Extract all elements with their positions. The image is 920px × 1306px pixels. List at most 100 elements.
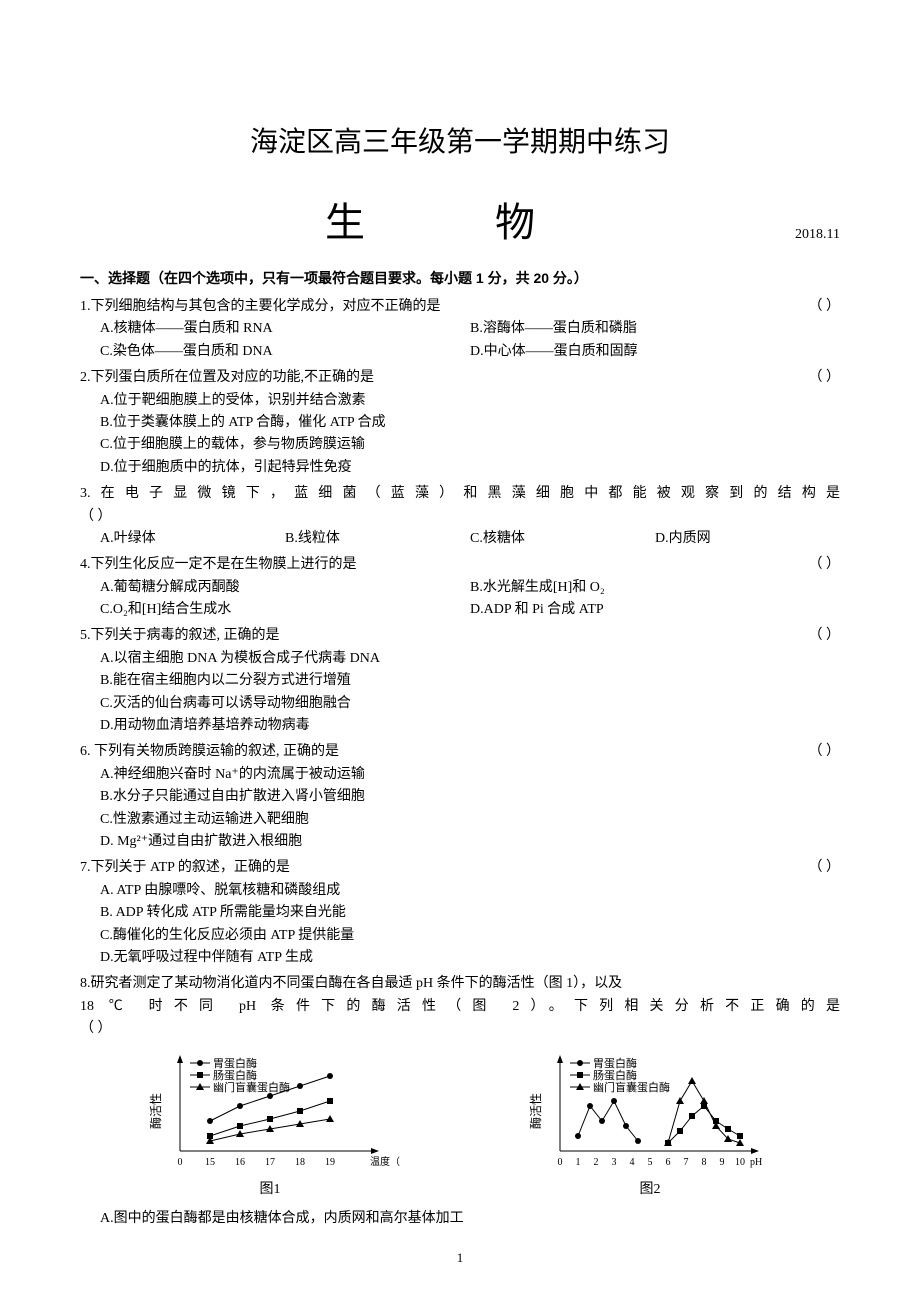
legend-label: 胃蛋白酶	[593, 1056, 637, 1070]
legend-label: 肠蛋白酶	[213, 1068, 257, 1082]
option-c: C.染色体——蛋白质和 DNA	[100, 341, 470, 363]
answer-blank: （ ）	[809, 367, 841, 389]
question-stem: 6. 下列有关物质跨膜运输的叙述, 正确的是	[80, 741, 799, 763]
option-a: A.神经细胞兴奋时 Na⁺的内流属于被动运输	[100, 764, 840, 786]
chart-1-caption: 图1	[140, 1178, 400, 1198]
x-tick-label: 3	[612, 1157, 617, 1168]
answer-blank: （ ）	[80, 1018, 840, 1040]
subject-row: 生 物 2018.11	[80, 190, 840, 248]
question-4: 4.下列生化反应一定不是在生物膜上进行的是（ ）A.葡萄糖分解成丙酮酸B.水光解…	[80, 554, 840, 621]
chart-1: 胃蛋白酶肠蛋白酶幽门盲囊蛋白酶酶活性01516171819温度（℃）	[140, 1051, 400, 1171]
y-axis-label: 酶活性	[528, 1092, 543, 1128]
option-c: C.核糖体	[470, 528, 655, 550]
questions-container: 1.下列细胞结构与其包含的主要化学成分，对应不正确的是（ ）A.核糖体——蛋白质…	[80, 296, 840, 1041]
question-8: 8.研究者测定了某动物消化道内不同蛋白酶在各自最适 pH 条件下的酶活性（图 1…	[80, 973, 840, 1040]
question-stem: 4.下列生化反应一定不是在生物膜上进行的是	[80, 554, 799, 576]
option-a: A.以宿主细胞 DNA 为模板合成子代病毒 DNA	[100, 648, 840, 670]
question-stem: 5.下列关于病毒的叙述, 正确的是	[80, 625, 799, 647]
answer-blank: （ ）	[80, 506, 840, 528]
option-a: A.葡萄糖分解成丙酮酸	[100, 577, 470, 599]
option-c: C.位于细胞膜上的载体，参与物质跨膜运输	[100, 434, 840, 456]
x-axis-label: 温度（℃）	[370, 1155, 400, 1168]
question-7: 7.下列关于 ATP 的叙述，正确的是 （ ）A. ATP 由腺嘌呤、脱氧核糖和磷…	[80, 857, 840, 969]
question-stem: 7.下列关于 ATP 的叙述，正确的是	[80, 857, 799, 879]
x-tick-label: 10	[735, 1157, 745, 1168]
options: A. ATP 由腺嘌呤、脱氧核糖和磷酸组成B. ADP 转化成 ATP 所需能量…	[80, 880, 840, 970]
options: A.神经细胞兴奋时 Na⁺的内流属于被动运输B.水分子只能通过自由扩散进入肾小管…	[80, 764, 840, 854]
option-d: D.位于细胞质中的抗体，引起特异性免疫	[100, 457, 840, 479]
option-b: B.位于类囊体膜上的 ATP 合酶，催化 ATP 合成	[100, 412, 840, 434]
option-c: C.酶催化的生化反应必须由 ATP 提供能量	[100, 925, 840, 947]
legend-label: 胃蛋白酶	[213, 1056, 257, 1070]
x-tick-label: 19	[325, 1157, 335, 1168]
chart-2-block: 胃蛋白酶肠蛋白酶幽门盲囊蛋白酶酶活性012345678910pH 图2	[520, 1051, 780, 1198]
page-number: 1	[80, 1250, 840, 1266]
x-tick-label: 17	[265, 1157, 275, 1168]
legend-label: 幽门盲囊蛋白酶	[593, 1080, 670, 1094]
question-1: 1.下列细胞结构与其包含的主要化学成分，对应不正确的是（ ）A.核糖体——蛋白质…	[80, 296, 840, 363]
chart-2: 胃蛋白酶肠蛋白酶幽门盲囊蛋白酶酶活性012345678910pH	[520, 1051, 780, 1171]
x-tick-label: 18	[295, 1157, 305, 1168]
question-6: 6. 下列有关物质跨膜运输的叙述, 正确的是 （ ）A.神经细胞兴奋时 Na⁺的内…	[80, 741, 840, 853]
question-text: 1.下列细胞结构与其包含的主要化学成分，对应不正确的是（ ）	[80, 296, 840, 318]
section-header: 一、选择题（在四个选项中，只有一项最符合题目要求。每小题 1 分，共 20 分。…	[80, 268, 840, 288]
exam-date: 2018.11	[795, 227, 840, 243]
option-b: B.溶酶体——蛋白质和磷脂	[470, 318, 840, 340]
option-b: B. ADP 转化成 ATP 所需能量均来自光能	[100, 902, 840, 924]
option-d: D.用动物血清培养基培养动物病毒	[100, 715, 840, 737]
question-text: 6. 下列有关物质跨膜运输的叙述, 正确的是 （ ）	[80, 741, 840, 763]
option-b: B.水光解生成[H]和 O₂	[470, 577, 840, 599]
x-tick-label: 9	[720, 1157, 725, 1168]
option-d: D.无氧呼吸过程中伴随有 ATP 生成	[100, 947, 840, 969]
x-tick-label: 2	[594, 1157, 599, 1168]
option-a: A. ATP 由腺嘌呤、脱氧核糖和磷酸组成	[100, 880, 840, 902]
question-text: 3.在电子显微镜下，蓝细菌（蓝藻）和黑藻细胞中都能被观察到的结构是	[80, 483, 840, 505]
subject-title: 生 物	[325, 190, 595, 248]
options: A.以宿主细胞 DNA 为模板合成子代病毒 DNAB.能在宿主细胞内以二分裂方式…	[80, 648, 840, 738]
question-2: 2.下列蛋白质所在位置及对应的功能,不正确的是 （ ）A.位于靶细胞膜上的受体，识…	[80, 367, 840, 479]
q8-option-a: A.图中的蛋白酶都是由核糖体合成，内质网和高尔基体加工	[80, 1208, 840, 1230]
option-c: C.O₂和[H]结合生成水	[100, 599, 470, 621]
option-d: D.ADP 和 Pi 合成 ATP	[470, 599, 840, 621]
option-d: D.中心体——蛋白质和固醇	[470, 341, 840, 363]
x-tick-label: 7	[684, 1157, 689, 1168]
options: A.位于靶细胞膜上的受体，识别并结合激素B.位于类囊体膜上的 ATP 合酶，催化…	[80, 390, 840, 480]
main-title: 海淀区高三年级第一学期期中练习	[80, 120, 840, 160]
options: A.葡萄糖分解成丙酮酸B.水光解生成[H]和 O₂C.O₂和[H]结合生成水D.…	[80, 577, 840, 622]
x-tick-label: 4	[630, 1157, 635, 1168]
question-text: 2.下列蛋白质所在位置及对应的功能,不正确的是 （ ）	[80, 367, 840, 389]
question-3: 3.在电子显微镜下，蓝细菌（蓝藻）和黑藻细胞中都能被观察到的结构是（ ）A.叶绿…	[80, 483, 840, 550]
answer-blank: （ ）	[809, 857, 841, 879]
answer-blank: （ ）	[809, 741, 841, 763]
question-stem: 2.下列蛋白质所在位置及对应的功能,不正确的是	[80, 367, 799, 389]
question-stem: 1.下列细胞结构与其包含的主要化学成分，对应不正确的是	[80, 296, 799, 318]
option-d: D. Mg²⁺通过自由扩散进入根细胞	[100, 831, 840, 853]
chart-1-block: 胃蛋白酶肠蛋白酶幽门盲囊蛋白酶酶活性01516171819温度（℃） 图1	[140, 1051, 400, 1198]
option-a: A.位于靶细胞膜上的受体，识别并结合激素	[100, 390, 840, 412]
option-b: B.能在宿主细胞内以二分裂方式进行增殖	[100, 670, 840, 692]
question-text: 7.下列关于 ATP 的叙述，正确的是 （ ）	[80, 857, 840, 879]
options: A.核糖体——蛋白质和 RNAB.溶酶体——蛋白质和磷脂C.染色体——蛋白质和 …	[80, 318, 840, 363]
x-tick-label: 15	[205, 1157, 215, 1168]
answer-blank: （ ）	[809, 625, 841, 647]
legend-label: 幽门盲囊蛋白酶	[213, 1080, 290, 1094]
option-c: C.灭活的仙台病毒可以诱导动物细胞融合	[100, 693, 840, 715]
option-b: B.水分子只能通过自由扩散进入肾小管细胞	[100, 786, 840, 808]
y-axis-label: 酶活性	[148, 1092, 163, 1128]
question-5: 5.下列关于病毒的叙述, 正确的是 （ ）A.以宿主细胞 DNA 为模板合成子代病…	[80, 625, 840, 737]
x-tick-label: 0	[558, 1157, 563, 1168]
option-a: A.核糖体——蛋白质和 RNA	[100, 318, 470, 340]
x-tick-label: 6	[666, 1157, 671, 1168]
option-d: D.内质网	[655, 528, 840, 550]
x-tick-label: 1	[576, 1157, 581, 1168]
x-tick-label: 5	[648, 1157, 653, 1168]
question-text-line1: 8.研究者测定了某动物消化道内不同蛋白酶在各自最适 pH 条件下的酶活性（图 1…	[80, 973, 840, 995]
x-tick-label: 8	[702, 1157, 707, 1168]
question-text: 4.下列生化反应一定不是在生物膜上进行的是 （ ）	[80, 554, 840, 576]
answer-blank: （ ）	[809, 554, 841, 576]
option-c: C.性激素通过主动运输进入靶细胞	[100, 809, 840, 831]
option-b: B.线粒体	[285, 528, 470, 550]
question-text-line2: 18 ℃ 时不同 pH 条件下的酶活性（图 2）。下列相关分析不正确的是	[80, 996, 840, 1018]
question-text: 5.下列关于病毒的叙述, 正确的是 （ ）	[80, 625, 840, 647]
options: A.叶绿体B.线粒体C.核糖体D.内质网	[80, 528, 840, 550]
